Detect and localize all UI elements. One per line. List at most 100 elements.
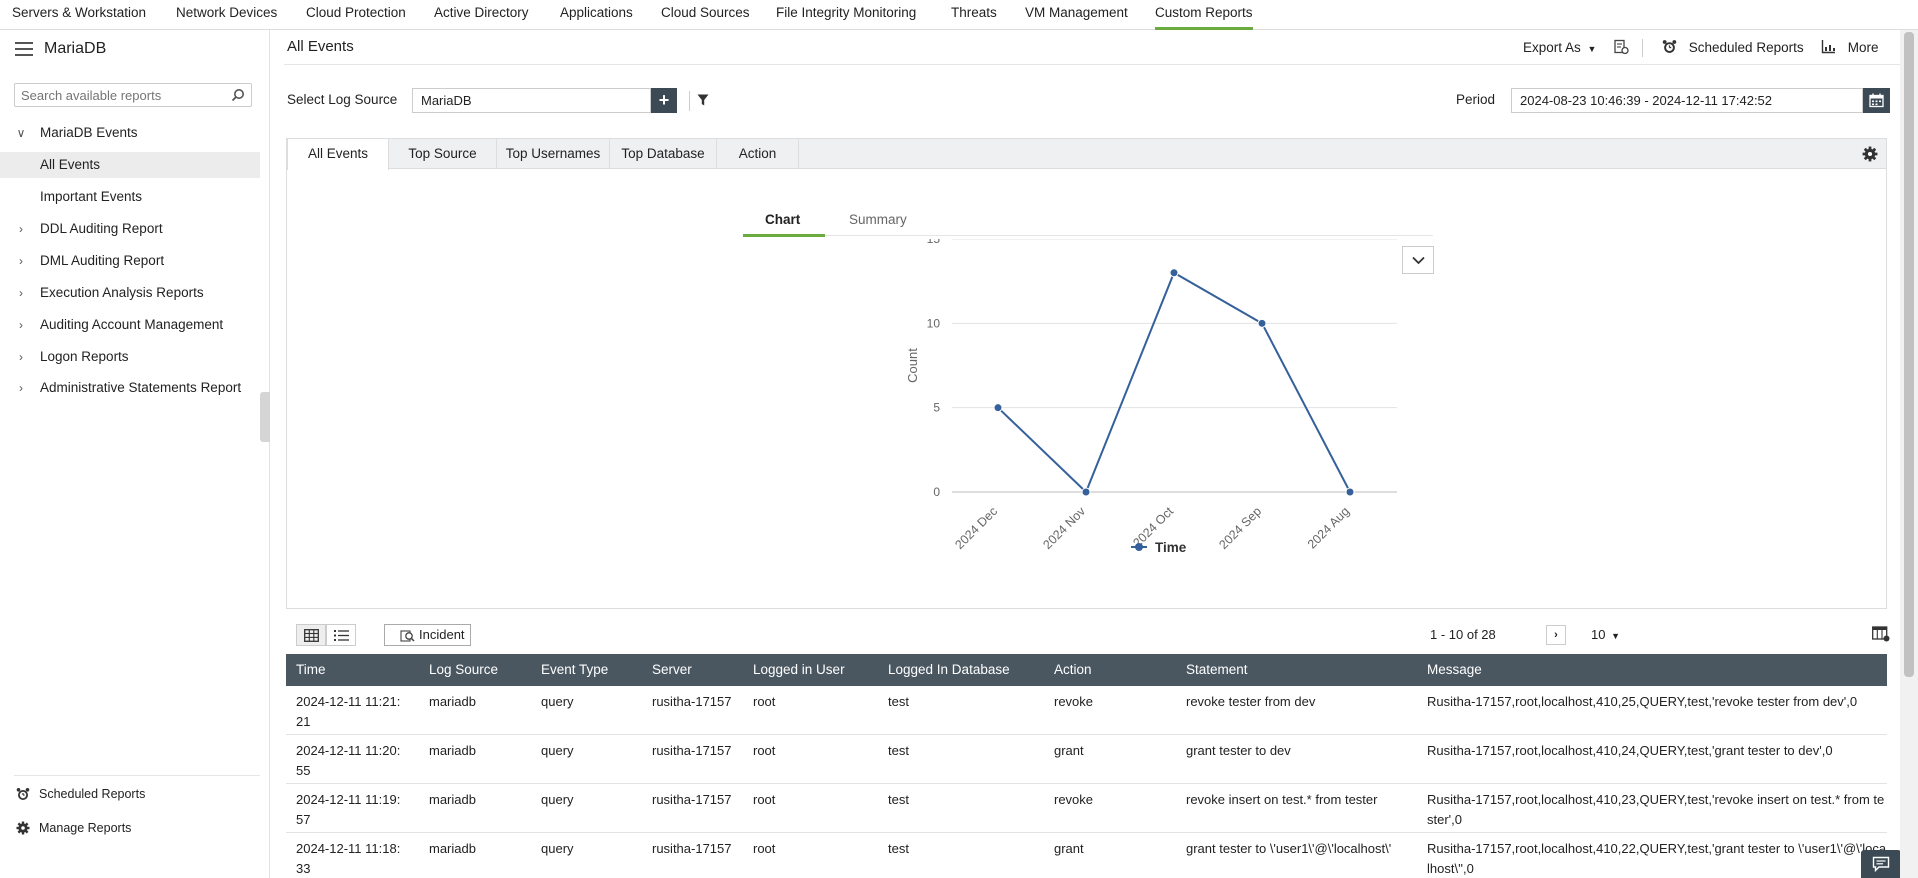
export-settings-icon[interactable] — [1613, 39, 1629, 55]
scheduled-reports-button[interactable]: Scheduled Reports — [1662, 38, 1804, 58]
nav-network-devices[interactable]: Network Devices — [176, 5, 278, 20]
scrollbar-thumb[interactable] — [1904, 32, 1914, 677]
chart-options-dropdown[interactable] — [1402, 246, 1434, 274]
incident-button[interactable]: Incident — [384, 624, 471, 646]
data-point[interactable] — [1257, 318, 1267, 328]
sidebar-collapse-handle[interactable] — [260, 392, 270, 442]
column-header-action[interactable]: Action — [1054, 662, 1092, 677]
add-log-source-button[interactable]: + — [651, 88, 677, 113]
gear-icon[interactable] — [1862, 146, 1878, 162]
nav-cloud-sources[interactable]: Cloud Sources — [661, 5, 750, 20]
scheduled-reports-link[interactable]: Scheduled Reports — [0, 782, 260, 806]
cell-action: grant — [1054, 841, 1084, 856]
list-view-button[interactable] — [326, 624, 356, 646]
filter-icon[interactable] — [697, 94, 709, 106]
cell-statement: grant tester to dev — [1186, 743, 1291, 758]
calendar-icon — [1869, 93, 1884, 108]
log-source-field[interactable]: MariaDB — [412, 88, 651, 113]
nav-custom-reports[interactable]: Custom Reports — [1155, 0, 1253, 30]
top-navigation: Servers & Workstation Network Devices Cl… — [0, 0, 1918, 30]
column-header-log-source[interactable]: Log Source — [429, 662, 499, 677]
grid-view-button[interactable] — [296, 624, 326, 646]
table-row[interactable]: 2024-12-11 11:19:57 mariadb query rusitha-1… — [286, 784, 1887, 833]
table-row[interactable]: 2024-12-11 11:20:55 mariadb query rusitha-1… — [286, 735, 1887, 784]
cell-event-type: query — [541, 694, 574, 709]
column-header-statement[interactable]: Statement — [1186, 662, 1248, 677]
subtab-summary[interactable]: Summary — [849, 212, 907, 227]
cell-message: Rusitha-17157,root,localhost,410,23,QUER… — [1427, 792, 1885, 827]
tree-group-ddl-auditing[interactable]: › DDL Auditing Report — [0, 216, 260, 242]
data-point[interactable] — [1169, 268, 1179, 278]
nav-cloud-protection[interactable]: Cloud Protection — [306, 5, 406, 20]
list-view-icon — [334, 630, 349, 641]
sidebar-item-all-events[interactable]: All Events — [0, 152, 260, 178]
chevron-right-icon: › — [19, 318, 23, 332]
column-chooser-icon[interactable] — [1872, 626, 1890, 642]
cell-logged-in-user: root — [753, 743, 776, 758]
data-point[interactable] — [1081, 487, 1091, 497]
data-point[interactable] — [1345, 487, 1355, 497]
column-header-event-type[interactable]: Event Type — [541, 662, 609, 677]
tree-group-auditing-account-management[interactable]: › Auditing Account Management — [0, 312, 260, 338]
next-page-button[interactable]: › — [1546, 625, 1566, 645]
tab-top-source[interactable]: Top Source — [389, 139, 497, 169]
y-tick-label: 10 — [927, 316, 941, 330]
table-row[interactable]: 2024-12-11 11:21:21 mariadb query rusitha-1… — [286, 686, 1887, 735]
column-header-message[interactable]: Message — [1427, 662, 1482, 677]
column-header-logged-in-database[interactable]: Logged In Database — [888, 662, 1010, 677]
nav-threats[interactable]: Threats — [951, 5, 997, 20]
subtab-chart[interactable]: Chart — [765, 212, 801, 227]
calendar-button[interactable] — [1863, 88, 1890, 113]
cell-event-type: query — [541, 792, 574, 807]
caret-down-icon: ▼ — [1587, 44, 1597, 54]
y-tick-label: 5 — [933, 401, 940, 415]
data-point[interactable] — [993, 403, 1003, 413]
menu-icon[interactable] — [15, 42, 33, 56]
divider — [14, 775, 260, 776]
report-tabbar: All Events Top Source Top Usernames Top … — [287, 139, 1886, 170]
table-row[interactable]: 2024-12-11 11:18:33 mariadb query rusitha-1… — [286, 833, 1887, 878]
nav-servers-workstation[interactable]: Servers & Workstation — [12, 5, 147, 20]
more-label: More — [1847, 40, 1879, 55]
column-header-server[interactable]: Server — [652, 662, 692, 677]
column-header-logged-in-user[interactable]: Logged in User — [753, 662, 845, 677]
column-header-time[interactable]: Time — [296, 662, 326, 677]
y-axis-label: Count — [905, 348, 920, 383]
tree-group-administrative-statements[interactable]: › Administrative Statements Report — [0, 375, 260, 401]
cell-time: 2024-12-11 11:21:21 — [296, 694, 401, 729]
tab-top-usernames[interactable]: Top Usernames — [497, 139, 610, 169]
tab-top-database[interactable]: Top Database — [610, 139, 717, 169]
search-input[interactable] — [15, 84, 215, 106]
sidebar-item-important-events[interactable]: Important Events — [0, 184, 260, 210]
more-icon — [1821, 40, 1835, 54]
cell-action: grant — [1054, 743, 1084, 758]
chevron-right-icon: › — [19, 254, 23, 268]
tree-group-label: MariaDB Events — [40, 125, 138, 140]
period-field[interactable]: 2024-08-23 10:46:39 - 2024-12-11 17:42:5… — [1511, 88, 1863, 113]
search-icon[interactable] — [231, 88, 245, 102]
cell-logged-in-user: root — [753, 694, 776, 709]
cell-time: 2024-12-11 11:20:55 — [296, 743, 401, 778]
cell-server: rusitha-17157 — [652, 694, 732, 709]
scheduled-reports-label: Scheduled Reports — [39, 787, 146, 801]
nav-applications[interactable]: Applications — [560, 5, 633, 20]
more-button[interactable]: More — [1821, 38, 1879, 58]
divider — [284, 64, 1900, 65]
chat-button[interactable] — [1861, 850, 1901, 878]
tree-group-dml-auditing[interactable]: › DML Auditing Report — [0, 248, 260, 274]
divider — [743, 235, 1433, 236]
tree-group-execution-analysis[interactable]: › Execution Analysis Reports — [0, 280, 260, 306]
tree-group-logon-reports[interactable]: › Logon Reports — [0, 344, 260, 370]
tree-group-mariadb-events[interactable]: ∨ MariaDB Events — [0, 120, 260, 146]
nav-vm-management[interactable]: VM Management — [1025, 5, 1128, 20]
page-scrollbar[interactable] — [1900, 30, 1918, 878]
nav-active-directory[interactable]: Active Directory — [434, 5, 529, 20]
manage-reports-link[interactable]: Manage Reports — [0, 816, 260, 840]
tree-group-label: Administrative Statements Report — [40, 380, 242, 395]
tab-action[interactable]: Action — [717, 139, 799, 169]
tab-all-events[interactable]: All Events — [287, 139, 389, 170]
export-as-button[interactable]: Export As ▼ — [1523, 38, 1596, 58]
nav-file-integrity-monitoring[interactable]: File Integrity Monitoring — [776, 5, 917, 20]
page-size-select[interactable]: 10 ▼ — [1591, 627, 1620, 642]
legend-label[interactable]: Time — [1155, 540, 1187, 555]
